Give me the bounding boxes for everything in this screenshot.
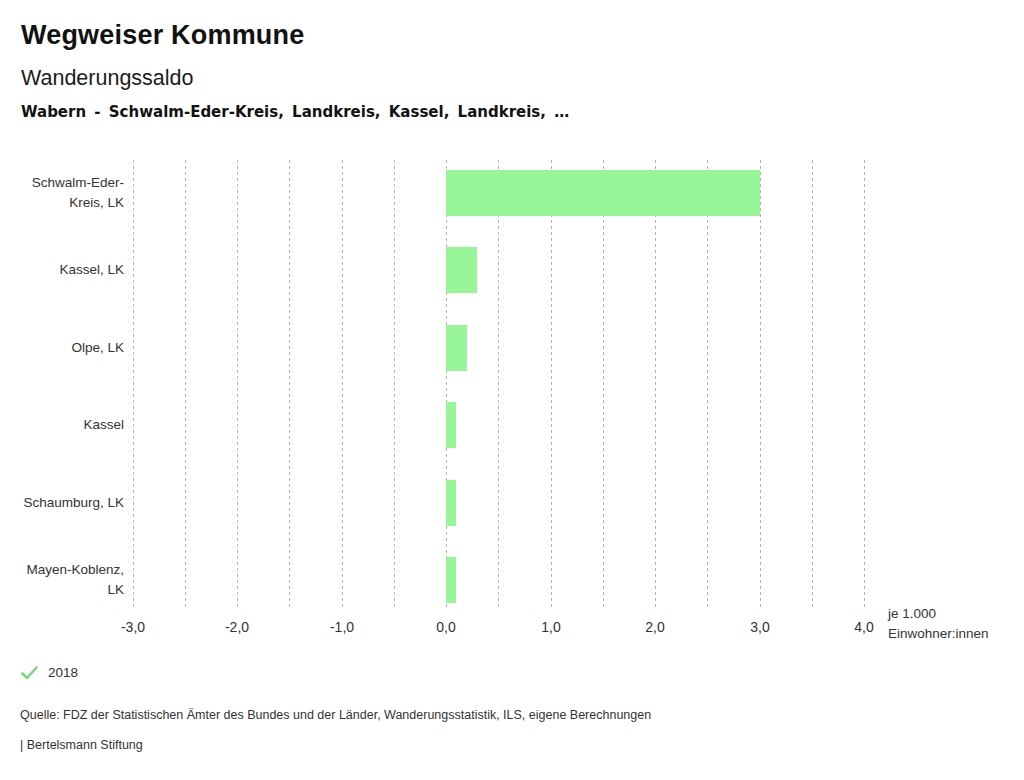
category-label: Schaumburg, LK [10, 493, 124, 513]
x-tick-label: -3,0 [103, 619, 163, 635]
category-label: Schwalm-Eder-Kreis, LK [10, 173, 124, 213]
series-bar[interactable] [446, 170, 760, 216]
series-bar[interactable] [446, 480, 456, 526]
x-tick-label: 4,0 [834, 619, 894, 635]
branding-text: | Bertelsmann Stiftung [20, 738, 143, 752]
gridline [289, 160, 290, 610]
page: Wegweiser Kommune Wanderungssaldo Wabern… [0, 0, 1024, 780]
gridline [446, 160, 447, 610]
gridline [133, 160, 134, 610]
gridline [394, 160, 395, 610]
gridline [237, 160, 238, 610]
category-label: Mayen-Koblenz, LK [10, 560, 124, 600]
x-tick-label: -2,0 [207, 619, 267, 635]
gridline [185, 160, 186, 610]
gridline [655, 160, 656, 610]
gridline [498, 160, 499, 610]
unit-label-line2: Einwohner:innen [888, 624, 989, 644]
x-tick-label: 1,0 [521, 619, 581, 635]
gridline [864, 160, 865, 610]
category-label: Kassel [10, 415, 124, 435]
gridline [603, 160, 604, 610]
x-tick-label: -1,0 [312, 619, 372, 635]
gridline [707, 160, 708, 610]
category-label: Kassel, LK [10, 260, 124, 280]
series-bar[interactable] [446, 247, 477, 293]
x-tick-label: 2,0 [625, 619, 685, 635]
chart-plot-area: je 1.000 Einwohner:innen Schwalm-Eder-Kr… [0, 0, 1024, 780]
x-tick-label: 0,0 [416, 619, 476, 635]
check-icon [21, 666, 38, 680]
unit-label-line1: je 1.000 [888, 604, 989, 624]
series-bar[interactable] [446, 402, 456, 448]
gridline [760, 160, 761, 610]
legend: 2018 [21, 665, 78, 680]
category-label: Olpe, LK [10, 338, 124, 358]
x-axis-unit-label: je 1.000 Einwohner:innen [888, 604, 989, 644]
series-bar[interactable] [446, 325, 467, 371]
gridline [812, 160, 813, 610]
series-bar[interactable] [446, 557, 456, 603]
x-tick-label: 3,0 [730, 619, 790, 635]
gridline [342, 160, 343, 610]
source-text: Quelle: FDZ der Statistischen Ämter des … [20, 708, 651, 722]
gridline [551, 160, 552, 610]
legend-item-2018[interactable]: 2018 [48, 665, 78, 680]
